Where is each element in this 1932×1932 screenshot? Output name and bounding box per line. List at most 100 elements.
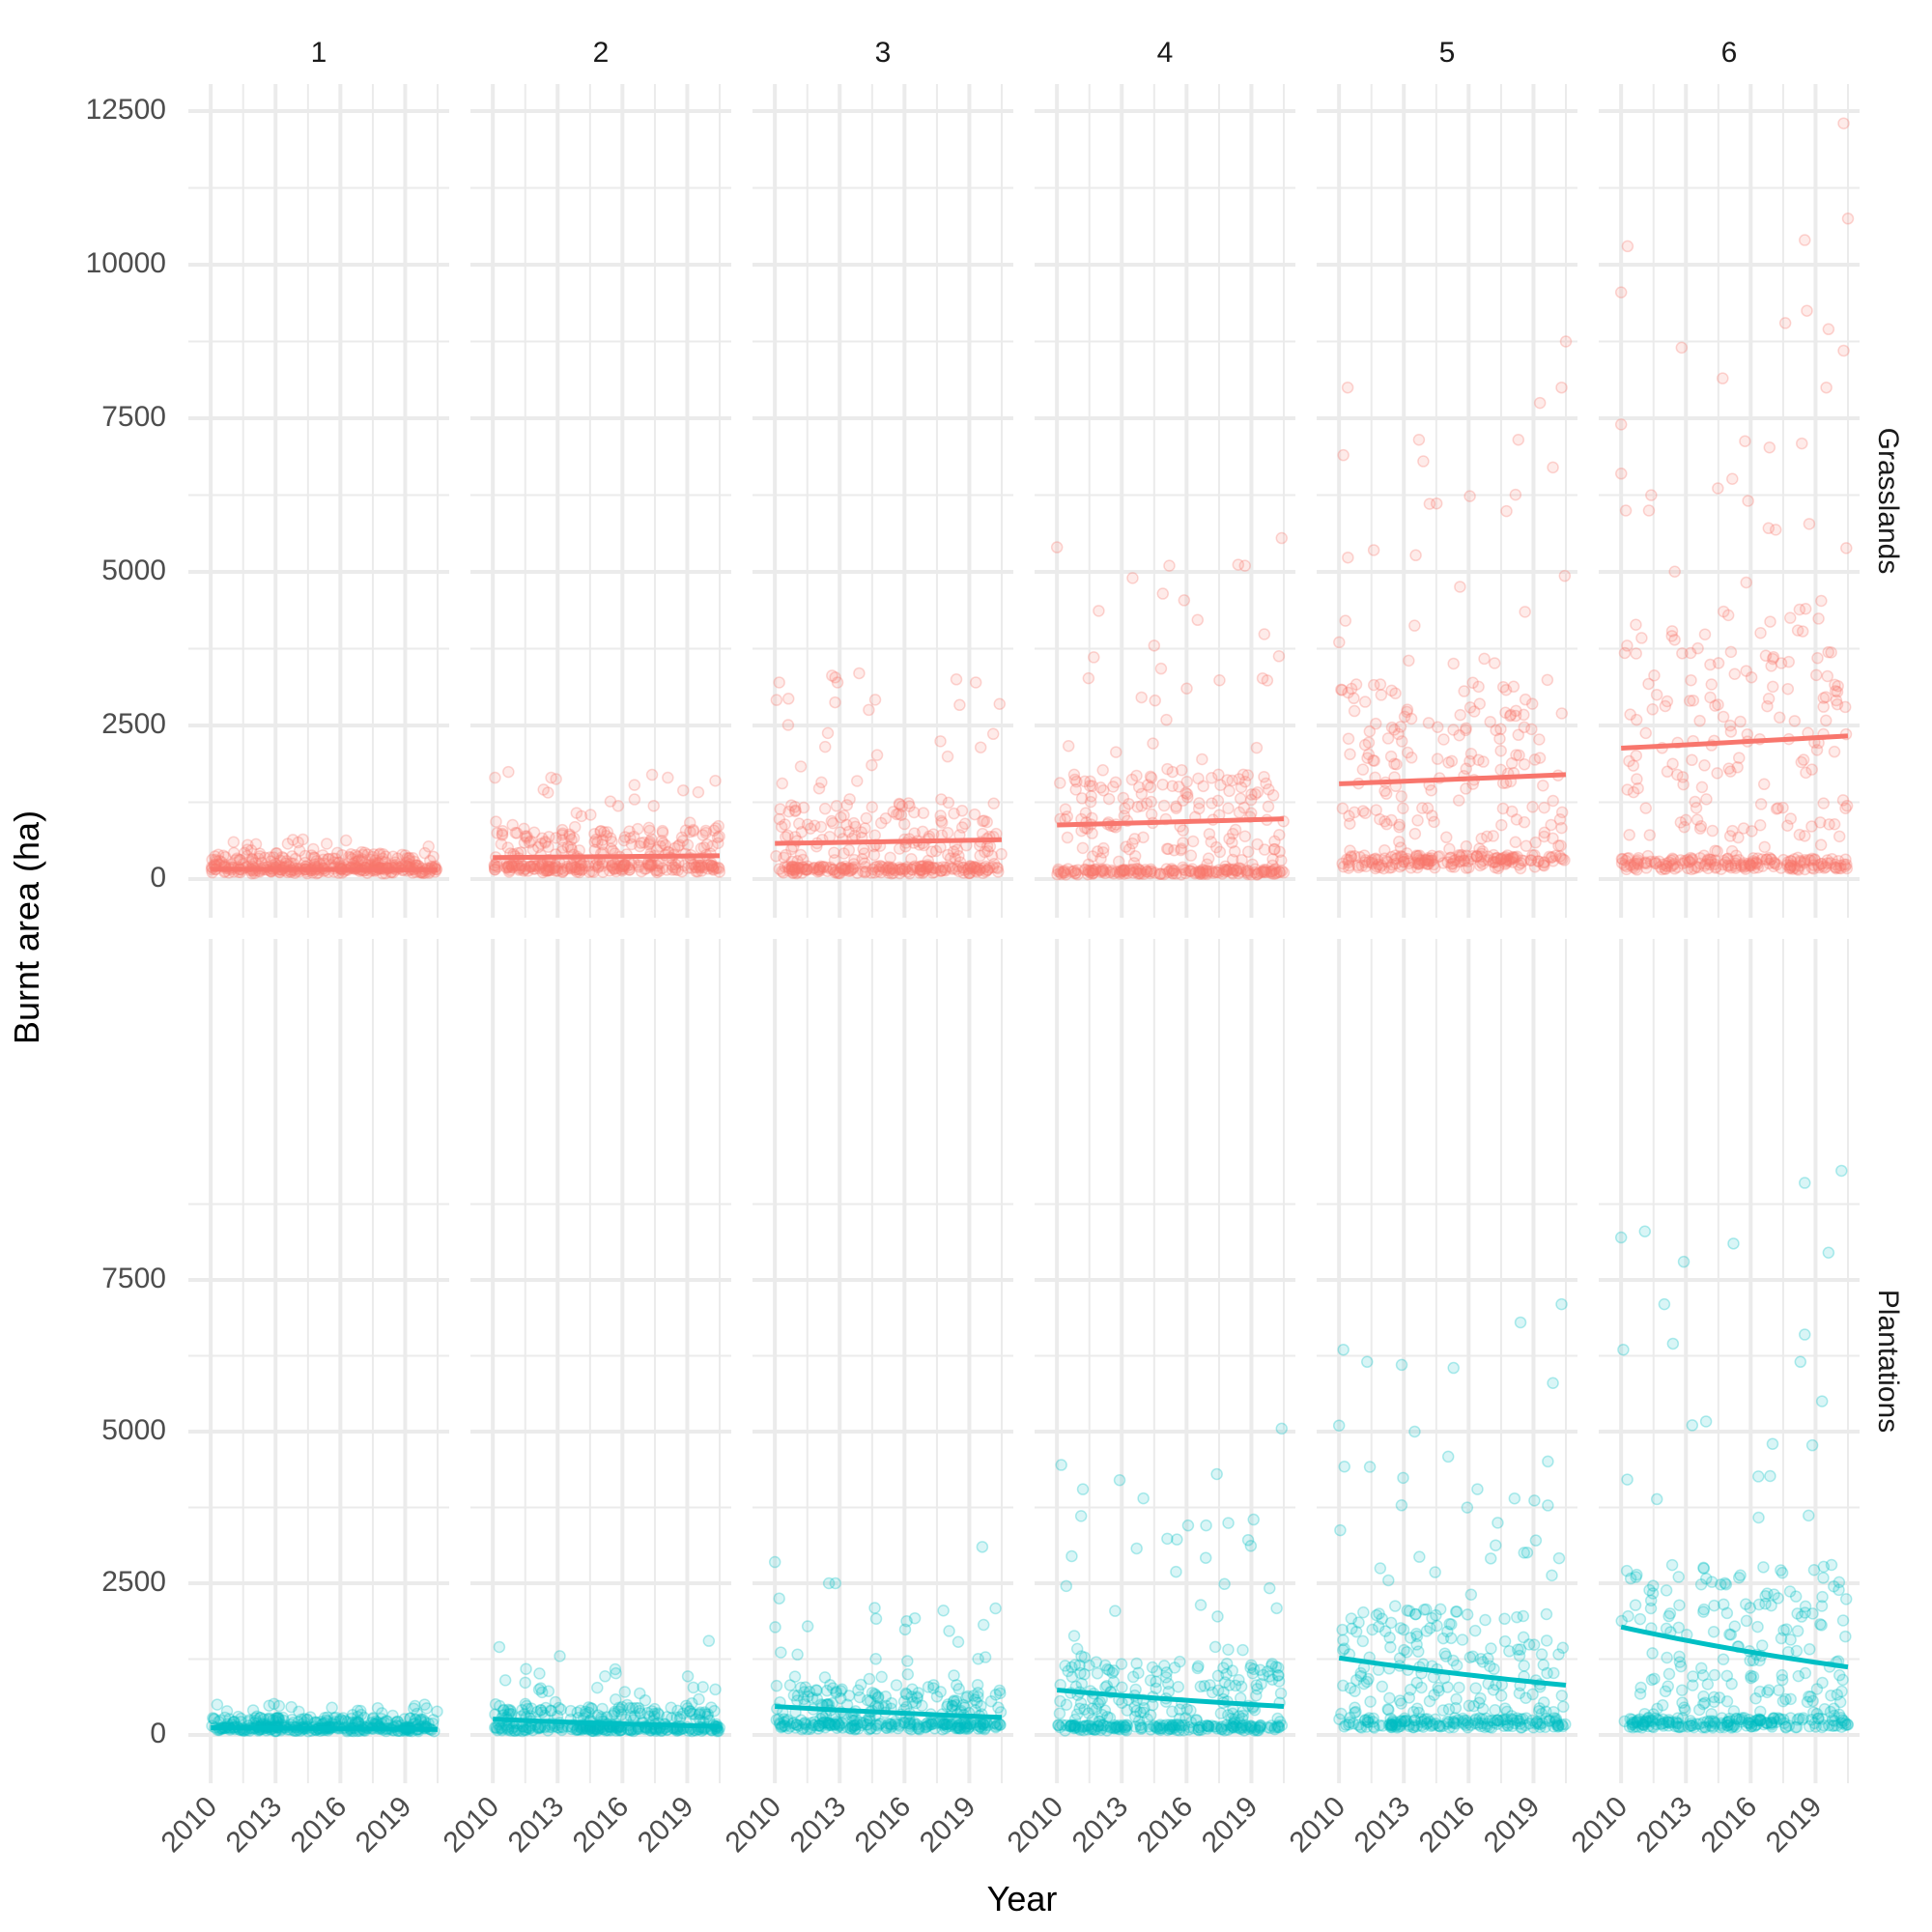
data-point xyxy=(854,1678,867,1691)
facet-strips: 1 2 3 4 5 6 Grasslands Plantations xyxy=(311,37,1904,1433)
data-point xyxy=(989,1602,1002,1615)
data-point xyxy=(340,834,353,847)
data-point-outlier xyxy=(1559,335,1573,348)
data-point xyxy=(522,1702,534,1716)
data-point xyxy=(1338,1642,1350,1655)
data-point xyxy=(711,831,724,844)
data-point xyxy=(1463,1699,1476,1713)
data-point xyxy=(989,1719,1003,1733)
data-point-outlier xyxy=(1799,1177,1811,1189)
data-point xyxy=(1471,1483,1484,1495)
data-point xyxy=(1067,1630,1081,1642)
data-point xyxy=(1358,696,1372,708)
data-point xyxy=(1339,614,1352,627)
data-point xyxy=(520,832,533,844)
data-point xyxy=(1429,861,1441,874)
data-point xyxy=(1482,854,1494,867)
data-point xyxy=(1357,1605,1370,1619)
data-point xyxy=(1742,495,1754,507)
data-point xyxy=(654,839,667,853)
data-point xyxy=(1660,1622,1673,1635)
data-point xyxy=(285,1700,298,1714)
x-tick-label: 2010 xyxy=(156,1791,224,1860)
data-point xyxy=(565,833,578,846)
data-point xyxy=(598,826,611,838)
data-point xyxy=(1691,861,1705,874)
data-point-outlier xyxy=(418,1698,431,1711)
data-point xyxy=(423,854,437,867)
data-point xyxy=(1840,542,1853,554)
data-point xyxy=(620,860,634,872)
data-point xyxy=(1463,701,1477,714)
data-point xyxy=(1273,866,1286,878)
x-tick-label: 2019 xyxy=(914,1791,982,1860)
data-point xyxy=(1250,1689,1263,1702)
data-point xyxy=(1552,1551,1566,1565)
data-point xyxy=(575,864,588,877)
data-point xyxy=(1536,779,1549,792)
data-point xyxy=(857,842,869,855)
data-point xyxy=(565,859,578,871)
panel-grasslands-6 xyxy=(1599,84,1860,918)
facet-strip-row-label: Plantations xyxy=(1872,1290,1904,1433)
data-point xyxy=(1126,863,1140,876)
data-point xyxy=(638,836,650,849)
data-point xyxy=(1765,660,1777,672)
data-point xyxy=(1528,1494,1541,1507)
data-point-outlier xyxy=(1675,341,1689,355)
data-point xyxy=(1408,619,1421,632)
x-tick-label: 2013 xyxy=(784,1791,853,1860)
data-point-outlier xyxy=(1361,1355,1374,1369)
facet-strip-label: 1 xyxy=(311,37,327,69)
data-point xyxy=(642,838,655,851)
data-point xyxy=(1494,763,1507,777)
data-point xyxy=(1630,749,1643,762)
data-point xyxy=(1393,818,1406,832)
x-tick-label: 2010 xyxy=(1284,1791,1352,1860)
data-point xyxy=(1060,1579,1073,1593)
x-tick-label: 2013 xyxy=(220,1791,289,1860)
data-point xyxy=(1334,1523,1347,1537)
data-point xyxy=(1488,657,1501,669)
data-point xyxy=(286,850,298,863)
data-point xyxy=(1503,1645,1516,1658)
data-point xyxy=(596,866,610,878)
data-point xyxy=(1258,843,1271,856)
data-point xyxy=(1722,762,1735,775)
data-point xyxy=(1258,628,1271,640)
data-point xyxy=(1160,713,1173,726)
data-point xyxy=(1673,1656,1687,1668)
data-point xyxy=(799,1681,812,1693)
data-point xyxy=(1542,1455,1554,1468)
data-point xyxy=(1693,714,1706,727)
data-point xyxy=(575,810,588,823)
data-point xyxy=(1244,1662,1257,1674)
data-point xyxy=(331,846,344,860)
data-point xyxy=(565,860,579,873)
data-point xyxy=(927,861,940,874)
data-point xyxy=(1082,671,1095,685)
data-point xyxy=(1708,1599,1720,1612)
data-point xyxy=(1226,774,1238,787)
data-point xyxy=(1712,482,1724,495)
data-point xyxy=(866,801,879,813)
panel-grasslands-1 xyxy=(188,84,449,918)
data-point xyxy=(1132,781,1146,794)
data-point xyxy=(369,854,382,867)
data-point xyxy=(1639,726,1652,740)
data-point xyxy=(1815,594,1828,608)
data-point xyxy=(281,838,295,850)
data-point xyxy=(518,822,530,836)
data-point xyxy=(1692,1703,1706,1717)
data-point xyxy=(1126,837,1139,850)
data-point xyxy=(1256,671,1269,685)
data-point xyxy=(1119,802,1131,815)
data-point xyxy=(1662,856,1676,868)
data-point xyxy=(635,837,647,849)
data-point xyxy=(568,820,582,834)
data-point xyxy=(1358,849,1371,862)
data-point xyxy=(518,860,530,872)
data-point xyxy=(1665,1558,1679,1572)
data-point xyxy=(1529,1534,1543,1547)
data-point xyxy=(551,865,564,877)
